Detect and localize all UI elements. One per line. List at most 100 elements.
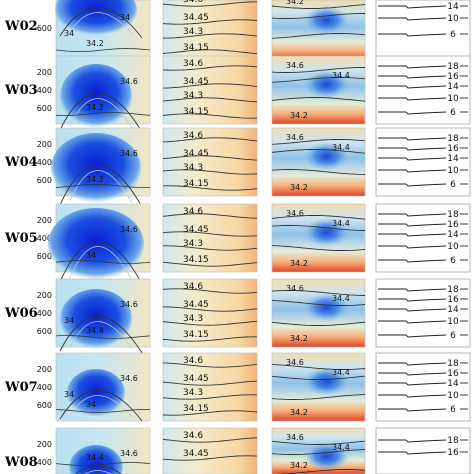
contour-line (55, 409, 151, 413)
isotherm-line (378, 213, 447, 217)
salinity-contour (162, 288, 258, 294)
core-anomaly (298, 293, 350, 325)
depth-tick-label: 200 (37, 216, 52, 225)
contour-label: 34.2 (290, 334, 308, 343)
salinity-contour-label: 34.3 (183, 239, 203, 249)
contour-label: 34.6 (286, 433, 304, 442)
contour-line (271, 321, 366, 326)
row-label: W08 (4, 455, 38, 470)
contour-line (271, 149, 366, 154)
isotherm-label: 14 (447, 305, 459, 315)
cold-core-blob (55, 0, 137, 36)
isotherm-label: 18 (447, 134, 459, 144)
contour-line (271, 67, 365, 73)
depth-tick-label: 200 (37, 68, 52, 77)
contour-label: 34.2 (290, 111, 308, 120)
isotherm-line (378, 137, 447, 141)
isotherm-label: 18 (447, 359, 459, 369)
isotherm-line (378, 233, 447, 237)
isotherm-label: 14 (447, 2, 459, 12)
salinity-contour-label: 34.6 (183, 131, 203, 141)
salinity-contour (162, 213, 258, 219)
contour-label: 34.6 (286, 209, 304, 218)
contour-line (55, 184, 151, 188)
depth-tick-label: 400 (37, 458, 52, 467)
panel-col2-bg (162, 0, 258, 61)
isotherm-label: 18 (447, 285, 459, 295)
contour-line (271, 364, 366, 370)
panel-row: W03 200 400 600 34.6 34.2 34.6 34.45 34.3 34.15 34… (4, 55, 471, 133)
isotherm-label: 6 (450, 180, 456, 190)
contour-line (69, 321, 133, 350)
depth-tick-label: 600 (37, 252, 52, 261)
contour-label: 34.4 (332, 294, 350, 303)
isotherm-label: 10 (447, 166, 459, 176)
salinity-contour (162, 49, 258, 55)
isotherm-line (378, 111, 447, 115)
isotherm-line (378, 223, 447, 227)
isotherm-line (378, 308, 447, 312)
contour-line (69, 170, 133, 204)
contour-line (69, 98, 133, 129)
isotherm-label: 16 (447, 448, 459, 458)
depth-tick-label: 400 (37, 158, 52, 167)
salinity-contour (162, 65, 258, 71)
salinity-contour-label: 34.45 (183, 149, 209, 159)
isotherm-line (378, 259, 447, 263)
isotherm-label: 14 (447, 82, 459, 92)
depth-tick-label: 600 (37, 401, 52, 410)
salinity-contour-label: 34.6 (183, 59, 203, 69)
row-label: W06 (4, 306, 38, 321)
contour-label: 34 (86, 251, 96, 260)
contour-line (271, 4, 366, 9)
isotherm-label: 6 (450, 30, 456, 40)
panel-col2-bg (162, 427, 258, 474)
contour-line (271, 215, 366, 220)
depth-tick-label: 600 (37, 176, 52, 185)
contour-line (271, 77, 366, 83)
isotherm-line (378, 334, 447, 338)
salinity-contour-label: 34.6 (183, 356, 203, 366)
contour-line (271, 440, 366, 445)
panel-row: W07 200 400 600 34.6 34 34 34.6 34.45 34.3 34.15 34… (4, 352, 471, 422)
salinity-contour (162, 155, 258, 161)
salinity-contour-label: 34.3 (183, 27, 203, 37)
cold-core-blob (67, 369, 125, 417)
row-label: W07 (4, 380, 38, 395)
isotherm-line (378, 372, 447, 376)
core-anomaly (298, 142, 350, 174)
salinity-contour (162, 261, 258, 267)
core-anomaly (298, 70, 350, 102)
contour-line (59, 241, 143, 285)
salinity-contour-label: 34.6 (183, 0, 203, 5)
salinity-contour (162, 1, 257, 7)
isotherm-line (378, 320, 447, 324)
contour-label: 34 (86, 400, 96, 409)
contour-line (271, 375, 366, 380)
cold-core-blob (48, 208, 144, 280)
depth-tick-label: 200 (37, 140, 52, 149)
panel-col4-bg (375, 0, 471, 61)
salinity-contour (162, 410, 258, 416)
isotherm-label: 14 (447, 154, 459, 164)
salinity-contour (162, 231, 258, 237)
contour-label: 34.2 (290, 408, 308, 417)
salinity-contour (162, 169, 258, 175)
row-label: W03 (4, 83, 38, 98)
isotherm-label: 10 (447, 391, 459, 401)
contour-label: 34.2 (290, 183, 308, 192)
contour-line (55, 462, 151, 466)
salinity-contour-label: 34.15 (183, 330, 209, 340)
isotherm-label: 16 (447, 295, 459, 305)
isotherm-line (378, 394, 447, 398)
contour-label: 34.4 (332, 219, 350, 228)
salinity-contour-label: 34.15 (183, 255, 209, 265)
isotherm-label: 18 (447, 62, 459, 72)
cold-core-blob (60, 64, 132, 128)
depth-tick-label: 200 (37, 440, 52, 449)
isotherm-line (378, 75, 447, 79)
depth-tick-label: 600 (37, 104, 52, 113)
contour-label: 34 (64, 390, 74, 399)
depth-tick-label: 400 (37, 309, 52, 318)
contour-label: 34 (64, 29, 74, 38)
